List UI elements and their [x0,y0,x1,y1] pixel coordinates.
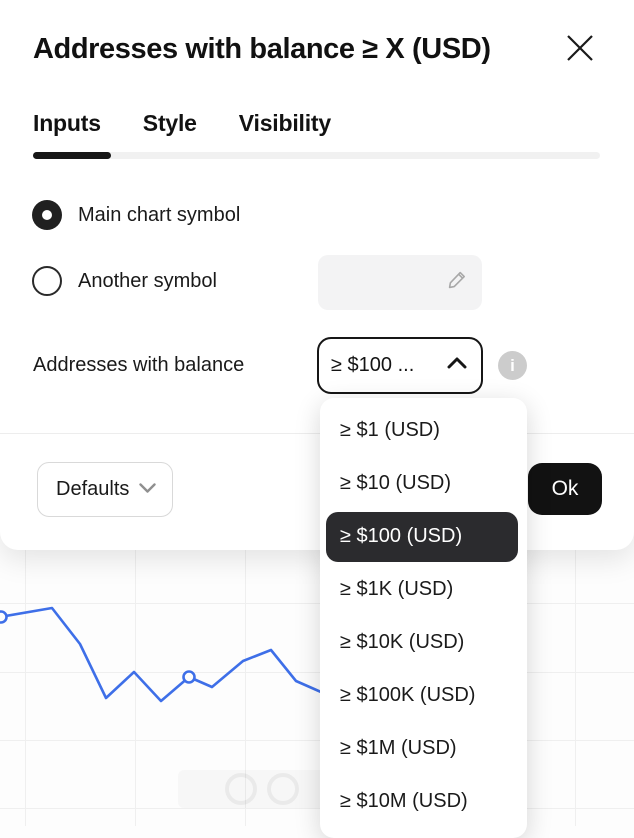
gridline [0,740,634,741]
balance-dropdown-menu: ≥ $1 (USD) ≥ $10 (USD) ≥ $100 (USD) ≥ $1K (… [320,398,527,838]
page-title: Addresses with balance ≥ X (USD) [33,33,491,65]
tab-underline-track [33,152,600,159]
another-symbol-input[interactable] [318,255,482,310]
radio-unselected-icon[interactable] [32,266,62,296]
pencil-icon [446,269,468,296]
close-icon[interactable] [564,32,596,64]
tab-bar: Inputs Style Visibility [33,110,331,137]
defaults-button[interactable]: Defaults [37,462,173,517]
gridline [0,808,634,809]
radio-another-symbol[interactable]: Another symbol [32,266,217,296]
balance-selected-value: ≥ $100 ... [331,354,415,376]
chevron-down-icon [139,481,156,499]
gridline [0,672,634,673]
tab-visibility[interactable]: Visibility [238,110,331,136]
radio-selected-icon[interactable] [32,200,62,230]
balance-field-label: Addresses with balance [33,354,245,376]
menu-option[interactable]: ≥ $1M (USD) [340,737,457,759]
radio-label: Main chart symbol [78,203,241,226]
menu-option[interactable]: ≥ $1 (USD) [340,419,440,441]
menu-option[interactable]: ≥ $10K (USD) [340,631,465,653]
tab-style[interactable]: Style [142,110,197,136]
balance-select-button[interactable]: ≥ $100 ... [317,337,483,394]
tab-active-underline [33,152,111,159]
info-icon[interactable]: i [498,351,527,380]
indicator-settings-dialog: Addresses with balance ≥ X (USD) Inputs … [0,0,634,550]
gridline [0,603,634,604]
radio-label: Another symbol [78,269,217,292]
menu-option[interactable]: ≥ $10 (USD) [340,472,452,494]
chevron-up-icon [447,356,467,375]
footer-divider [0,433,634,434]
menu-option[interactable]: ≥ $10M (USD) [340,790,468,812]
chart-watermark [178,770,346,808]
menu-option[interactable]: ≥ $100K (USD) [340,684,476,706]
menu-option[interactable]: ≥ $100 (USD) [320,510,527,563]
ok-button[interactable]: Ok [528,463,602,515]
tab-inputs[interactable]: Inputs [33,110,101,136]
defaults-button-label: Defaults [56,478,130,500]
radio-main-chart-symbol[interactable]: Main chart symbol [32,200,240,230]
menu-option[interactable]: ≥ $1K (USD) [340,578,454,600]
